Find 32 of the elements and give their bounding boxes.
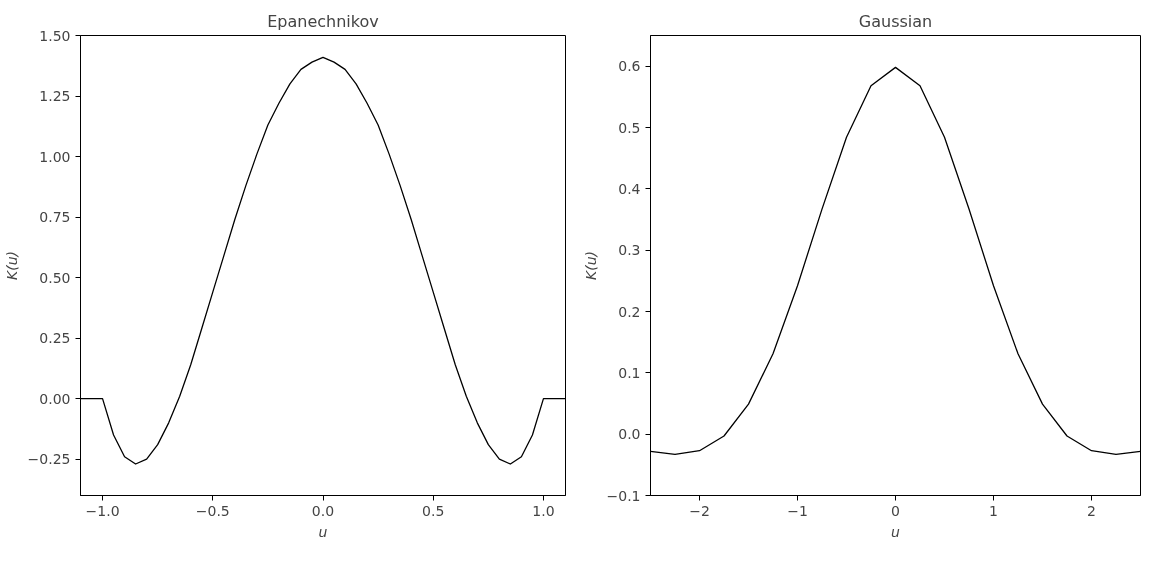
y-tick-label: 0.6 — [618, 58, 641, 75]
y-tick-label: 0.5 — [618, 119, 641, 136]
x-tick-label: 1 — [989, 502, 998, 519]
y-tick-label: 1.00 — [39, 148, 71, 165]
y-tick-label: 1.50 — [39, 27, 71, 44]
y-tick-label: 0.4 — [618, 180, 641, 197]
y-tick-label: 0.2 — [618, 303, 641, 320]
y-tick-label: 0.25 — [39, 330, 71, 347]
y-tick-label: 0.00 — [39, 390, 71, 407]
x-tick-label: −0.5 — [195, 502, 230, 519]
y-axis-title: K(u) — [3, 251, 20, 280]
x-axis-title: u — [891, 523, 901, 540]
y-tick-label: 0.3 — [618, 242, 641, 259]
y-tick-label: −0.1 — [606, 487, 641, 504]
y-tick-label: −0.25 — [27, 451, 71, 468]
x-tick-label: −1 — [787, 502, 808, 519]
y-tick-label: 0.50 — [39, 269, 71, 286]
y-tick-label: 0.0 — [618, 426, 641, 443]
chart-title: Epanechnikov — [267, 11, 379, 31]
chart-title: Gaussian — [858, 11, 933, 31]
x-tick-label: 0.0 — [311, 502, 335, 519]
x-tick-label: 0 — [891, 502, 900, 519]
x-tick-label: −1.0 — [85, 502, 120, 519]
x-axis-title: u — [318, 523, 328, 540]
y-tick-label: 0.1 — [618, 364, 641, 381]
x-tick-label: 2 — [1087, 502, 1096, 519]
x-tick-label: 0.5 — [422, 502, 445, 519]
x-tick-label: −2 — [689, 502, 710, 519]
y-tick-label: 0.75 — [39, 209, 71, 226]
x-tick-label: 1.0 — [532, 502, 555, 519]
y-tick-label: 1.25 — [39, 88, 71, 105]
y-axis-title: K(u) — [582, 251, 599, 280]
